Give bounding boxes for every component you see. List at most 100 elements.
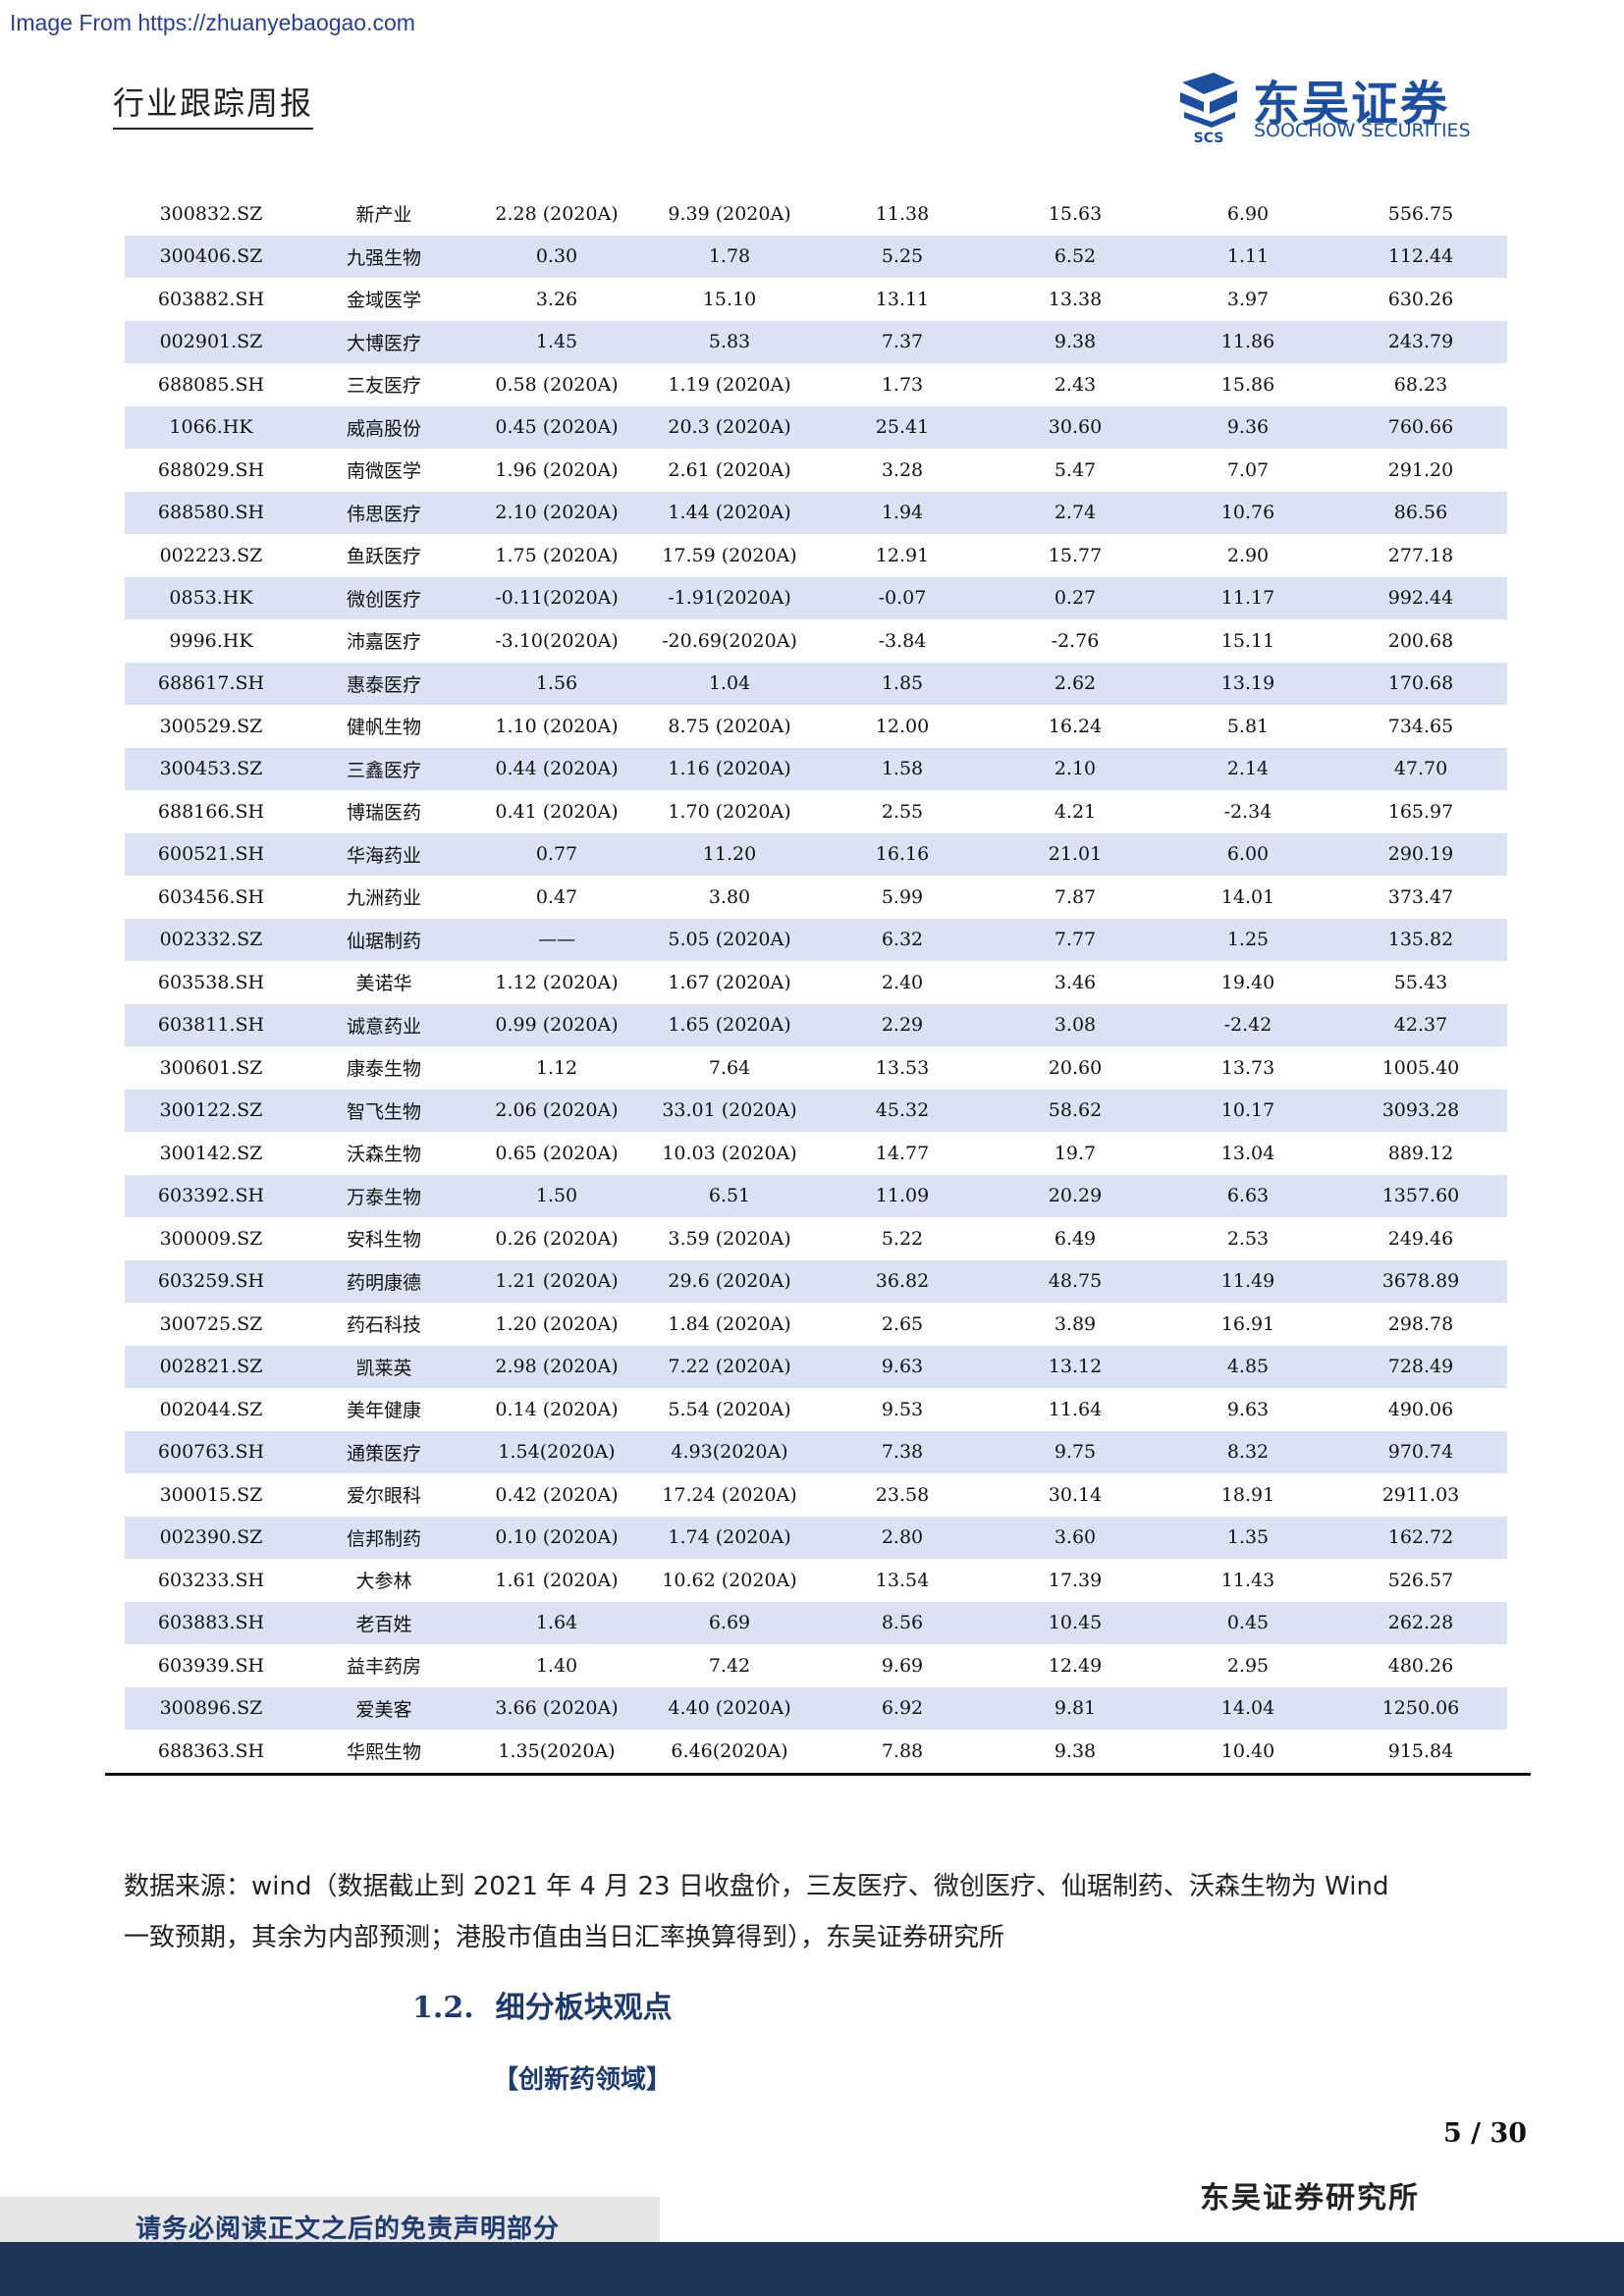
- table-cell: 15.11: [1220, 629, 1275, 652]
- table-cell: 603259.SH: [125, 1259, 298, 1303]
- table-cell: 老百姓: [298, 1601, 470, 1644]
- table-cell: 526.57: [1387, 1569, 1454, 1591]
- table-cell: 仙琚制药: [298, 918, 470, 961]
- row-margin: [105, 790, 125, 833]
- table-cell: 9.75: [989, 1430, 1162, 1473]
- table-cell: 48.75: [989, 1259, 1162, 1303]
- table-cell: 九强生物: [298, 235, 470, 278]
- table-row: 688363.SH 华熙生物 1.35(2020A) 6.46(2020A) 7.88 9…: [105, 1730, 1531, 1776]
- table-cell: 19.40: [1220, 971, 1275, 993]
- row-margin: [1507, 1132, 1531, 1175]
- table-cell: 243.79: [1334, 320, 1507, 363]
- table-cell: 6.51: [643, 1174, 816, 1217]
- table-cell: 21.01: [989, 832, 1162, 876]
- table-cell: 惠泰医疗: [298, 662, 470, 705]
- table-cell: 0.30: [470, 235, 643, 278]
- row-margin: [105, 1516, 125, 1559]
- table-cell: 300406.SZ: [125, 235, 298, 278]
- data-source-note: 数据来源：wind（数据截止到 2021 年 4 月 23 日收盘价，三友医疗、…: [124, 1861, 1498, 1963]
- table-cell: 8.56: [816, 1601, 989, 1644]
- row-margin: [1507, 192, 1531, 236]
- table-cell: 889.12: [1387, 1142, 1454, 1164]
- table-cell: 2.43: [1054, 373, 1097, 396]
- table-cell: 3093.28: [1334, 1089, 1507, 1132]
- table-cell: 1.35(2020A): [470, 1730, 643, 1776]
- table-cell: 2.14: [1162, 747, 1334, 790]
- table-row: 002821.SZ 凯莱英 2.98 (2020A) 7.22 (2020A) 9.63…: [105, 1345, 1531, 1388]
- section-heading: 1.2. 细分板块观点: [412, 1983, 673, 2026]
- table-cell: 鱼跃医疗: [346, 546, 421, 568]
- table-cell: 1.11: [1162, 235, 1334, 278]
- table-row: 0853.HK 微创医疗 -0.11(2020A) -1.91(2020A) -0.07…: [105, 576, 1531, 619]
- table-cell: 11.20: [643, 832, 816, 876]
- table-cell: 1.75 (2020A): [495, 544, 619, 566]
- table-cell: 603392.SH: [125, 1174, 298, 1217]
- table-cell: 10.17: [1162, 1089, 1334, 1132]
- table-cell: 5.05 (2020A): [643, 918, 816, 961]
- table-cell: 0.41 (2020A): [495, 800, 619, 823]
- table-cell: 12.00: [875, 715, 930, 737]
- table-cell: 0.10 (2020A): [470, 1516, 643, 1559]
- table-cell: 688085.SH: [157, 373, 265, 396]
- row-margin: [1507, 790, 1531, 833]
- table-cell: 威高股份: [298, 405, 470, 449]
- row-margin: [1507, 619, 1531, 663]
- table-cell: 11.43: [1220, 1569, 1275, 1591]
- table-cell: 480.26: [1387, 1654, 1454, 1677]
- row-margin: [105, 918, 125, 961]
- row-margin: [105, 1686, 125, 1730]
- table-cell: 6.69: [643, 1601, 816, 1644]
- table-cell: 135.82: [1334, 918, 1507, 961]
- note-line-1: 数据来源：wind（数据截止到 2021 年 4 月 23 日收盘价，三友医疗、…: [124, 1872, 1389, 1901]
- table-cell: 15.63: [1048, 202, 1103, 225]
- table-cell: 3.26: [535, 288, 578, 310]
- table-cell: 760.66: [1334, 405, 1507, 449]
- table-cell: 华熙生物: [298, 1730, 470, 1776]
- row-margin: [1507, 1345, 1531, 1388]
- table-cell: 2.10 (2020A): [470, 491, 643, 534]
- table-row: 002223.SZ 鱼跃医疗 1.75 (2020A) 17.59 (2020A) 12…: [105, 534, 1531, 577]
- table-cell: 298.78: [1387, 1312, 1454, 1335]
- page-number: 5 / 30: [1443, 2118, 1528, 2149]
- table-cell: 健帆生物: [346, 717, 421, 739]
- row-margin: [1507, 405, 1531, 449]
- table-cell: 300725.SZ: [159, 1312, 263, 1335]
- table-cell: 6.63: [1162, 1174, 1334, 1217]
- table-cell: 15.10: [702, 288, 757, 310]
- table-cell: 5.22: [881, 1227, 924, 1250]
- table-row: 600763.SH 通策医疗 1.54(2020A) 4.93(2020A) 7.38 9…: [105, 1430, 1531, 1473]
- row-margin: [1507, 1516, 1531, 1559]
- table-cell: 68.23: [1393, 373, 1448, 396]
- table-cell: 3.97: [1226, 288, 1270, 310]
- table-cell: 2911.03: [1381, 1483, 1460, 1506]
- table-cell: 0.26 (2020A): [495, 1227, 619, 1250]
- table-cell: 2.95: [1226, 1654, 1270, 1677]
- table-row: 603883.SH 老百姓 1.64 6.69 8.56 10.45 0.45 262.28: [105, 1601, 1531, 1644]
- table-cell: 5.54 (2020A): [668, 1398, 791, 1420]
- footer-bar: [0, 2242, 1624, 2296]
- row-margin: [105, 405, 125, 449]
- source-banner[interactable]: Image From https://zhuanyebaogao.com: [10, 10, 415, 35]
- row-margin: [105, 747, 125, 790]
- table-cell: 002821.SZ: [125, 1345, 298, 1388]
- table-cell: 300896.SZ: [125, 1686, 298, 1730]
- row-margin: [105, 832, 125, 876]
- table-row: 603392.SH 万泰生物 1.50 6.51 11.09 20.29 6.63 1357.…: [105, 1174, 1531, 1217]
- table-cell: 300122.SZ: [125, 1089, 298, 1132]
- table-cell: 0.27: [989, 576, 1162, 619]
- table-cell: 603883.SH: [125, 1601, 298, 1644]
- table-cell: 微创医疗: [298, 576, 470, 619]
- table-cell: 1.35: [1162, 1516, 1334, 1559]
- table-cell: 9.63: [1226, 1398, 1270, 1420]
- table-cell: 10.40: [1162, 1730, 1334, 1776]
- table-cell: 7.88: [816, 1730, 989, 1776]
- table-cell: 11.49: [1162, 1259, 1334, 1303]
- table-cell: 688617.SH: [125, 662, 298, 705]
- logo-chinese-name: 东吴证券: [1253, 77, 1450, 132]
- table-cell: 20.29: [989, 1174, 1162, 1217]
- row-margin: [105, 1003, 125, 1046]
- table-cell: 康泰生物: [346, 1058, 421, 1081]
- table-cell: 9.36: [1162, 405, 1334, 449]
- table-cell: 1.21 (2020A): [470, 1259, 643, 1303]
- row-margin: [105, 1089, 125, 1132]
